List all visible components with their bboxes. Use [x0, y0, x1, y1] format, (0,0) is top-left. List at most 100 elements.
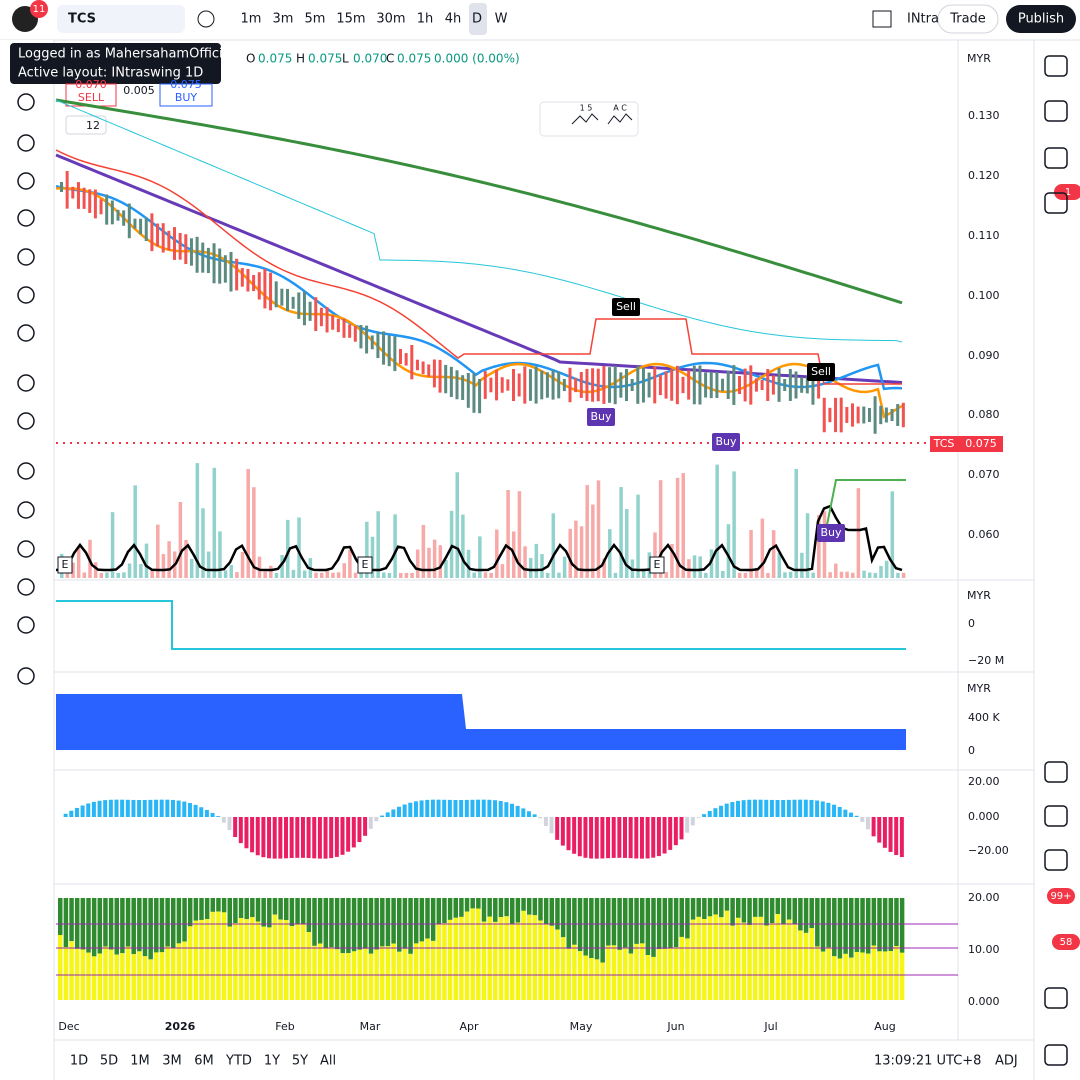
- earnings[interactable]: E: [362, 558, 369, 571]
- strength-bar: [419, 898, 425, 942]
- range[interactable]: 6M: [194, 1054, 214, 1069]
- histogram-bar: [668, 817, 673, 850]
- strength-bar: [430, 898, 436, 941]
- volume-bar: [393, 514, 397, 578]
- trade-button[interactable]: [937, 4, 999, 34]
- interval[interactable]: 1h: [417, 12, 434, 27]
- symbol-search[interactable]: [57, 5, 185, 33]
- range[interactable]: 1D: [70, 1054, 88, 1069]
- volume-bar: [540, 554, 544, 578]
- tool-icon[interactable]: [17, 286, 35, 304]
- tool-icon[interactable]: [17, 172, 35, 190]
- currency[interactable]: MYR: [967, 682, 991, 695]
- side-icon[interactable]: [1044, 192, 1068, 214]
- strength-bar: [690, 898, 696, 920]
- tool-icon[interactable]: [17, 248, 35, 266]
- add-symbol[interactable]: [197, 10, 215, 28]
- time-label: Aug: [874, 1020, 895, 1033]
- time-label: Jun: [666, 1020, 684, 1033]
- side-icon[interactable]: [1044, 55, 1068, 77]
- tool-icon[interactable]: [17, 324, 35, 342]
- range[interactable]: 3M: [162, 1054, 182, 1069]
- tool-icon[interactable]: [17, 462, 35, 480]
- tool-label[interactable]: A C: [613, 104, 627, 113]
- tool-icon[interactable]: [17, 501, 35, 519]
- candle: [60, 182, 63, 192]
- interval[interactable]: 15m: [336, 12, 365, 27]
- histogram-bar: [436, 799, 441, 817]
- histogram-bar: [662, 817, 667, 854]
- volume-bar: [777, 552, 782, 578]
- interval[interactable]: 5m: [305, 12, 326, 27]
- strength-bar: [899, 898, 905, 953]
- tool-icon[interactable]: [17, 374, 35, 392]
- tool-icon[interactable]: [17, 93, 35, 111]
- histogram-bar: [250, 817, 255, 853]
- interval[interactable]: 3m: [273, 12, 294, 27]
- indicator-toggle[interactable]: [65, 115, 107, 135]
- candle: [319, 307, 323, 327]
- tool-icon[interactable]: [17, 540, 35, 558]
- histogram-bar: [758, 799, 763, 817]
- side-icon[interactable]: [1044, 100, 1068, 122]
- strength-bar: [600, 898, 605, 963]
- publish-button[interactable]: [1006, 5, 1076, 33]
- time-label: Dec: [58, 1020, 79, 1033]
- strength-bar: [430, 940, 436, 1000]
- tool-icon[interactable]: [17, 412, 35, 430]
- range[interactable]: 5D: [100, 1054, 118, 1069]
- signal: Buy: [590, 410, 612, 423]
- adj[interactable]: ADJ: [995, 1054, 1018, 1069]
- interval[interactable]: 30m: [376, 12, 405, 27]
- tool-icon[interactable]: [17, 667, 35, 685]
- interval[interactable]: 1m: [241, 12, 262, 27]
- currency[interactable]: MYR: [967, 52, 991, 65]
- strength-bar: [555, 929, 560, 1000]
- side-icon[interactable]: [1044, 761, 1068, 783]
- range[interactable]: All: [320, 1054, 336, 1069]
- tool-icon[interactable]: [17, 209, 35, 227]
- side-icon[interactable]: [1044, 1044, 1068, 1066]
- interval[interactable]: W: [495, 12, 508, 27]
- strength-bar: [634, 898, 639, 944]
- side-icon[interactable]: [1044, 805, 1068, 827]
- earnings[interactable]: E: [62, 558, 69, 571]
- layout-icon[interactable]: [872, 10, 892, 28]
- strength-bar: [860, 952, 865, 1000]
- range[interactable]: 1M: [130, 1054, 150, 1069]
- range[interactable]: YTD: [225, 1054, 252, 1069]
- strength-bar: [589, 957, 594, 1000]
- indicator-count: 12: [86, 119, 100, 132]
- interval[interactable]: D: [472, 12, 482, 27]
- strength-bar: [679, 898, 684, 937]
- side-icon[interactable]: [1044, 147, 1068, 169]
- volume-bar: [240, 551, 245, 578]
- candle: [156, 223, 160, 247]
- tool-label[interactable]: 1 5: [580, 104, 593, 113]
- axis-label: −20.00: [968, 844, 1009, 857]
- buy-button[interactable]: [159, 83, 213, 107]
- tool-icon[interactable]: [17, 134, 35, 152]
- strength-bar: [408, 898, 413, 954]
- tool-icon[interactable]: [17, 616, 35, 634]
- volume-bar: [195, 463, 200, 578]
- candle: [263, 268, 267, 309]
- strength-bar: [594, 898, 600, 960]
- strength-bar: [510, 924, 515, 1000]
- range[interactable]: 5Y: [292, 1054, 308, 1069]
- side-icon[interactable]: [1044, 849, 1068, 871]
- strength-bar: [747, 924, 752, 1000]
- strength-bar: [877, 898, 882, 952]
- tool-icon[interactable]: [17, 578, 35, 596]
- candle: [122, 210, 126, 226]
- volume-bar: [314, 572, 318, 578]
- range[interactable]: 1Y: [264, 1054, 280, 1069]
- histogram-bar: [306, 817, 311, 859]
- side-icon[interactable]: [1044, 987, 1068, 1009]
- interval[interactable]: 4h: [445, 12, 462, 27]
- strength-bar: [402, 948, 408, 1000]
- currency[interactable]: MYR: [967, 589, 991, 602]
- strength-bar: [255, 921, 261, 1000]
- earnings[interactable]: E: [654, 558, 661, 571]
- volume-bar: [156, 524, 160, 578]
